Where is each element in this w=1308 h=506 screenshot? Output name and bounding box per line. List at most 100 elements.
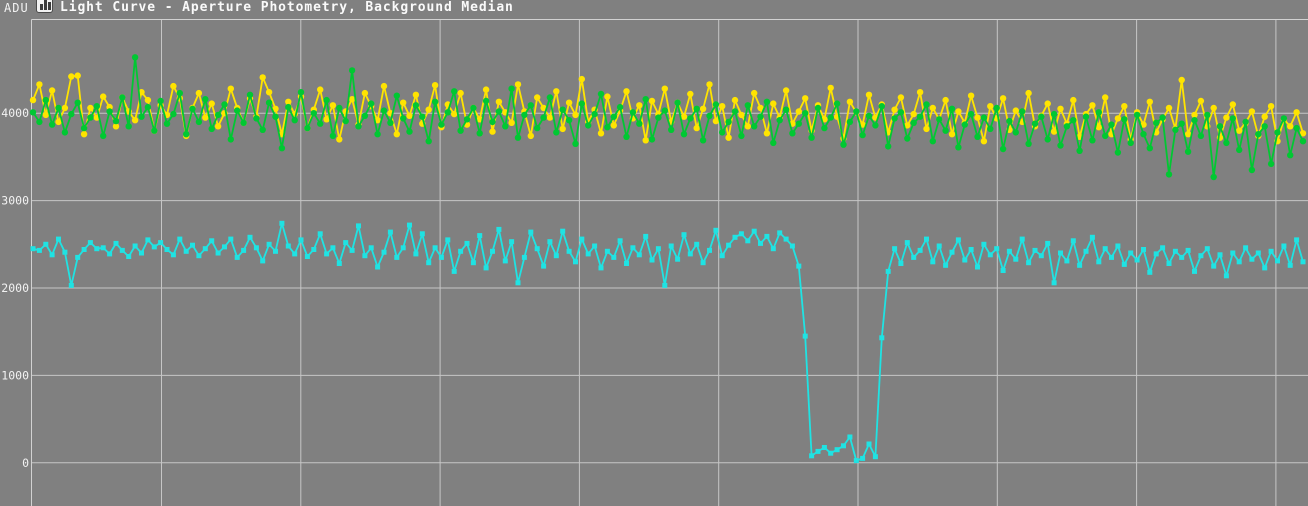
data-point-cyan-aperture <box>375 264 381 270</box>
data-point-green-aperture <box>36 118 43 126</box>
data-point-cyan-aperture <box>87 240 93 246</box>
data-point-yellow-aperture <box>565 99 573 106</box>
data-point-green-aperture <box>795 120 802 127</box>
data-point-yellow-aperture <box>597 130 605 137</box>
data-point-cyan-aperture <box>279 220 285 226</box>
data-point-cyan-aperture <box>170 252 176 258</box>
data-point-green-aperture <box>202 96 209 103</box>
data-point-cyan-aperture <box>662 282 668 288</box>
data-point-cyan-aperture <box>107 251 113 257</box>
data-point-yellow-aperture <box>29 96 37 104</box>
data-point-green-aperture <box>623 133 630 140</box>
data-point-green-aperture <box>265 99 273 106</box>
data-point-cyan-aperture <box>592 243 598 249</box>
data-point-cyan-aperture <box>445 237 451 243</box>
data-point-cyan-aperture <box>975 264 980 270</box>
data-point-cyan-aperture <box>234 254 240 260</box>
data-point-cyan-aperture <box>624 261 629 266</box>
data-point-cyan-aperture <box>1026 260 1032 266</box>
data-point-green-aperture <box>361 112 369 120</box>
data-point-green-aperture <box>355 123 362 130</box>
data-point-green-aperture <box>751 123 758 130</box>
data-point-green-aperture <box>1140 131 1147 138</box>
data-point-yellow-aperture <box>648 97 656 105</box>
data-point-yellow-aperture <box>412 91 420 99</box>
data-point-cyan-aperture <box>930 259 936 265</box>
data-point-yellow-aperture <box>323 116 330 123</box>
data-point-green-aperture <box>974 133 981 140</box>
data-point-cyan-aperture <box>145 237 151 243</box>
data-point-green-aperture <box>61 129 69 136</box>
data-point-cyan-aperture <box>1236 259 1242 265</box>
data-point-green-aperture <box>323 96 330 104</box>
data-point-cyan-aperture <box>381 249 387 255</box>
data-point-green-aperture <box>342 117 349 125</box>
data-point-green-aperture <box>1044 136 1051 143</box>
data-point-yellow-aperture <box>923 125 930 133</box>
data-point-green-aperture <box>546 94 554 101</box>
data-point-cyan-aperture <box>1147 269 1153 275</box>
data-point-cyan-aperture <box>1096 259 1102 265</box>
data-point-green-aperture <box>891 115 898 122</box>
data-point-green-aperture <box>457 127 464 134</box>
data-point-yellow-aperture <box>195 89 203 97</box>
data-point-green-aperture <box>597 90 605 98</box>
data-point-green-aperture <box>297 89 305 96</box>
data-point-green-aperture <box>591 110 598 118</box>
data-point-yellow-aperture <box>578 75 585 83</box>
data-point-cyan-aperture <box>515 280 521 286</box>
data-point-cyan-aperture <box>1255 250 1261 256</box>
data-point-yellow-aperture <box>802 95 809 102</box>
data-point-cyan-aperture <box>636 252 642 258</box>
data-point-cyan-aperture <box>713 227 719 233</box>
data-point-cyan-aperture <box>630 245 636 251</box>
data-point-cyan-aperture <box>643 233 649 239</box>
data-point-green-aperture <box>444 109 451 116</box>
data-point-yellow-aperture <box>865 91 873 99</box>
data-point-green-aperture <box>1114 149 1122 156</box>
data-point-yellow-aperture <box>1095 124 1103 131</box>
data-point-green-aperture <box>955 144 962 151</box>
data-point-green-aperture <box>878 103 885 110</box>
data-point-yellow-aperture <box>623 88 630 95</box>
data-point-cyan-aperture <box>1058 250 1063 256</box>
data-point-yellow-aperture <box>1299 130 1307 137</box>
data-point-green-aperture <box>936 116 943 123</box>
data-point-yellow-aperture <box>202 114 209 121</box>
data-point-green-aperture <box>100 132 107 140</box>
data-point-yellow-aperture <box>604 93 611 100</box>
data-point-cyan-aperture <box>1268 248 1274 254</box>
data-point-green-aperture <box>1172 126 1179 133</box>
data-point-yellow-aperture <box>1102 94 1109 101</box>
data-point-cyan-aperture <box>732 234 738 240</box>
data-point-cyan-aperture <box>1141 247 1146 252</box>
data-point-cyan-aperture <box>611 254 617 260</box>
data-point-yellow-aperture <box>508 119 515 127</box>
data-point-yellow-aperture <box>891 106 898 113</box>
data-point-green-aperture <box>393 92 400 99</box>
data-point-green-aperture <box>348 67 356 74</box>
data-point-yellow-aperture <box>374 117 381 124</box>
data-point-green-aperture <box>885 143 892 150</box>
data-point-green-aperture <box>463 116 471 123</box>
y-axis-unit-label: ADU <box>4 1 29 15</box>
data-point-green-aperture <box>253 115 260 122</box>
data-point-green-aperture <box>495 108 503 115</box>
data-point-yellow-aperture <box>527 132 534 140</box>
data-point-cyan-aperture <box>1064 258 1070 264</box>
data-point-cyan-aperture <box>1000 268 1006 273</box>
data-point-green-aperture <box>508 85 515 92</box>
data-point-green-aperture <box>725 118 732 126</box>
data-point-cyan-aperture <box>202 246 208 252</box>
data-point-green-aperture <box>719 129 726 136</box>
data-point-green-aperture <box>406 128 413 135</box>
data-point-cyan-aperture <box>1077 262 1083 268</box>
data-point-cyan-aperture <box>847 434 853 440</box>
data-point-green-aperture <box>1274 129 1281 136</box>
data-point-green-aperture <box>310 110 317 117</box>
data-point-green-aperture <box>687 115 694 122</box>
data-point-yellow-aperture <box>904 122 911 129</box>
series-line-green-aperture <box>32 56 1304 178</box>
data-point-yellow-aperture <box>1178 76 1185 84</box>
data-point-cyan-aperture <box>1223 273 1229 279</box>
